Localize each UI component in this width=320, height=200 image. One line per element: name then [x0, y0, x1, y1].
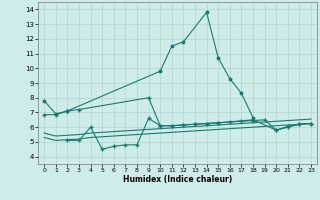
X-axis label: Humidex (Indice chaleur): Humidex (Indice chaleur) [123, 175, 232, 184]
